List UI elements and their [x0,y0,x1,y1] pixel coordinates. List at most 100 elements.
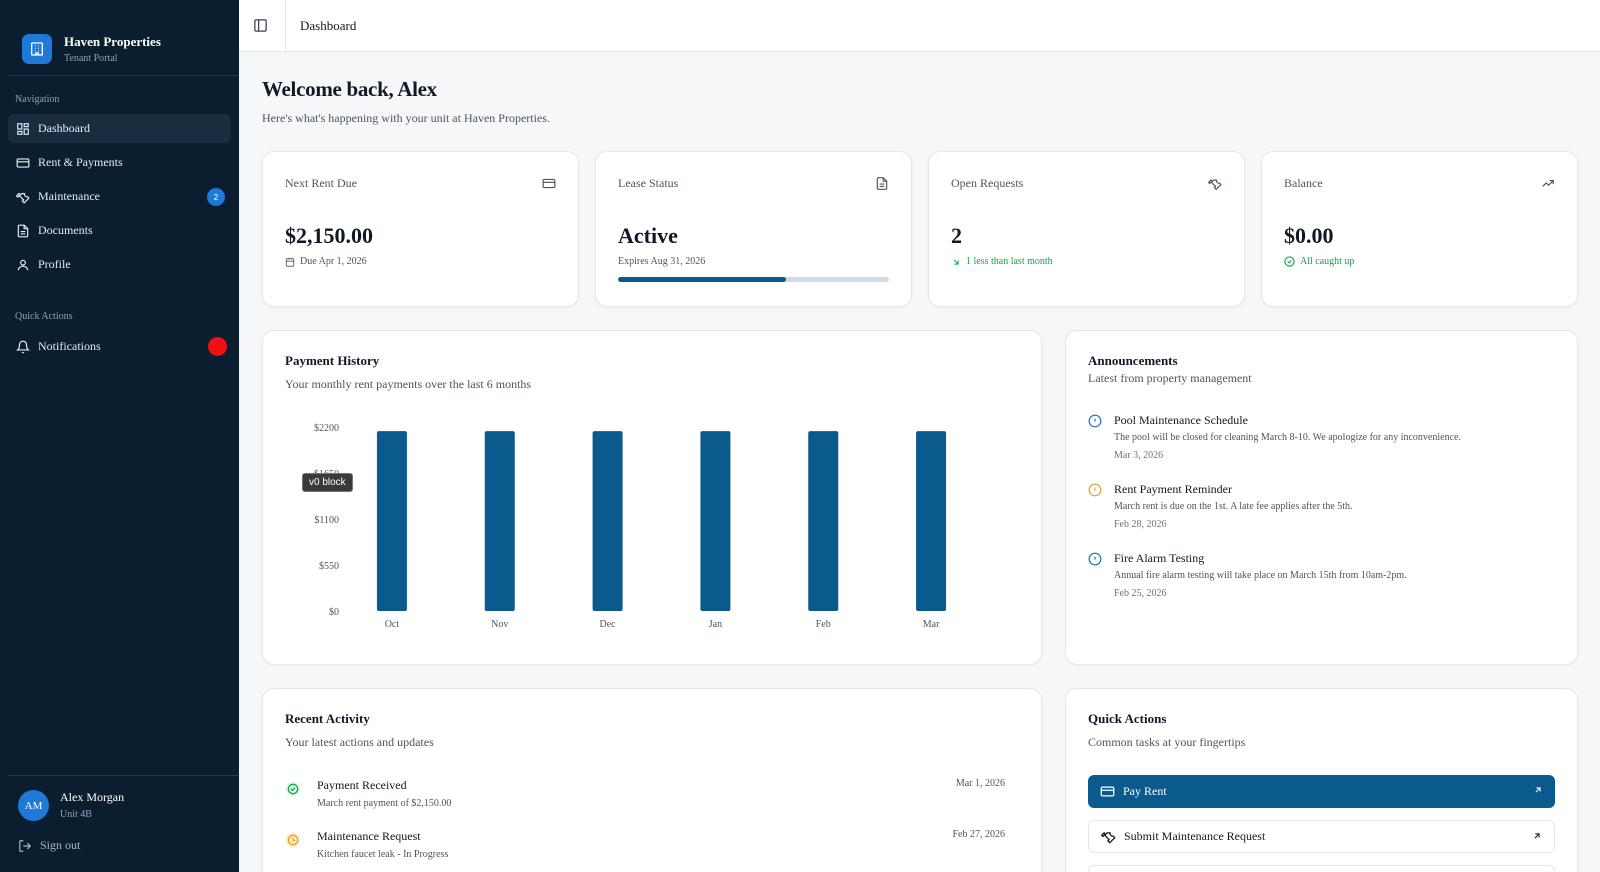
sidebar: Haven Properties Tenant Portal Navigatio… [0,0,239,872]
user-icon [16,258,30,272]
arrow-down-right-icon [951,257,961,267]
stat-sub: 1 less than last month [951,256,1053,267]
stat-sub: Due Apr 1, 2026 [285,256,367,267]
activity-title: Payment Received [317,778,407,792]
card-subtitle: Your monthly rent payments over the last… [285,377,532,391]
next-rent-card: Next Rent Due $2,150.00 Due Apr 1, 2026 [262,151,579,307]
v0-block-tooltip: v0 block [302,473,353,492]
stat-label: Balance [1284,176,1323,190]
bar-dec[interactable] [592,431,623,611]
sidebar-item-documents[interactable]: Documents [8,216,231,245]
card-subtitle: Your latest actions and updates [285,735,434,749]
button-label: Pay Rent [1123,784,1167,798]
announcement-text: March rent is due on the 1st. A late fee… [1114,501,1353,512]
submit-maintenance-button[interactable]: Submit Maintenance Request [1088,820,1555,853]
brand-subtitle: Tenant Portal [64,53,118,64]
lease-progress-bar [618,277,889,282]
announcement-title: Rent Payment Reminder [1114,482,1232,496]
bar-jan[interactable] [700,431,731,611]
breadcrumb: Dashboard [300,18,357,33]
activity-text: March rent payment of $2,150.00 [317,798,452,809]
sidebar-item-label: Maintenance [38,189,100,203]
sidebar-item-label: Dashboard [38,121,90,135]
activity-title: Maintenance Request [317,829,421,843]
credit-card-icon [16,156,30,170]
requests-change-text: 1 less than last month [966,256,1053,267]
credit-card-icon [542,176,556,190]
x-tick-label: Nov [491,619,508,630]
announcement-text: The pool will be closed for cleaning Mar… [1114,432,1461,443]
wrench-icon [1208,176,1222,191]
card-title: Announcements [1088,353,1178,368]
calendar-icon [285,257,295,267]
brand-name: Haven Properties [64,34,161,49]
activity-date: Feb 27, 2026 [952,829,1006,840]
arrow-up-right-icon [1533,785,1543,795]
sidebar-item-label: Documents [38,223,93,237]
quick-action-button[interactable] [1088,865,1555,872]
avatar[interactable]: AM [18,790,49,821]
x-tick-label: Feb [816,619,831,630]
y-tick-label: $2200 [314,423,339,434]
arrow-up-right-icon [1532,831,1542,841]
logout-icon [18,839,32,853]
sidebar-item-label: Profile [38,257,71,271]
alert-circle-icon [1088,483,1102,497]
info-circle-icon [1088,552,1102,566]
bar-mar[interactable] [916,431,947,611]
clock-icon [285,832,301,848]
wrench-icon [1101,829,1116,844]
x-tick-label: Dec [600,619,617,630]
activity-text: Kitchen faucet leak - In Progress [317,849,449,860]
brand[interactable]: Haven Properties Tenant Portal [0,0,239,76]
document-icon [16,224,30,238]
dashboard-grid-icon [16,122,30,136]
nav-heading: Navigation [15,94,60,105]
activity-date: Mar 1, 2026 [955,778,1005,789]
stat-value: $0.00 [1284,223,1334,248]
balance-status-text: All caught up [1300,256,1355,267]
info-circle-icon [1088,414,1102,428]
card-title: Quick Actions [1088,711,1167,726]
lease-expiry-text: Expires Aug 31, 2026 [618,256,706,267]
stat-value: Active [618,223,678,248]
stat-label: Open Requests [951,176,1024,190]
user-divider [8,775,239,776]
button-label: Submit Maintenance Request [1124,829,1266,843]
bar-nov[interactable] [484,431,515,611]
announcement-title: Pool Maintenance Schedule [1114,413,1248,427]
announcements-card: Announcements Latest from property manag… [1065,330,1578,665]
check-circle-icon [285,781,301,797]
bar-oct[interactable] [376,431,407,611]
sidebar-item-maintenance[interactable]: Maintenance 2 [8,182,231,211]
user-name: Alex Morgan [60,790,125,804]
sidebar-item-rent-payments[interactable]: Rent & Payments [8,148,231,177]
stat-label: Next Rent Due [285,176,357,190]
sidebar-divider [8,75,239,76]
stat-value: 2 [951,223,962,248]
announcement-date: Feb 28, 2026 [1114,519,1167,530]
pay-rent-button[interactable]: Pay Rent [1088,775,1555,808]
sidebar-item-profile[interactable]: Profile [8,250,231,279]
announcement-date: Feb 25, 2026 [1114,588,1167,599]
sidebar-item-notifications[interactable]: Notifications [8,332,231,361]
card-title: Recent Activity [285,711,370,726]
x-tick-label: Oct [385,619,400,630]
building-icon [22,34,52,64]
quick-actions-card: Quick Actions Common tasks at your finge… [1065,688,1578,872]
sign-out-button[interactable]: Sign out [18,838,80,853]
announcement-title: Fire Alarm Testing [1114,551,1205,565]
open-requests-card: Open Requests 2 1 less than last month [928,151,1245,307]
page-title: Welcome back, Alex [262,77,437,101]
announcement-text: Annual fire alarm testing will take plac… [1114,570,1407,581]
sidebar-toggle-icon[interactable] [253,18,269,34]
notification-dot [208,337,227,356]
sidebar-item-label: Rent & Payments [38,155,123,169]
balance-card: Balance $0.00 All caught up [1261,151,1578,307]
bar-feb[interactable] [808,431,839,611]
stat-label: Lease Status [618,176,679,190]
page-subtitle: Here's what's happening with your unit a… [262,111,550,125]
card-title: Payment History [285,353,380,368]
sidebar-item-dashboard[interactable]: Dashboard [8,114,231,143]
